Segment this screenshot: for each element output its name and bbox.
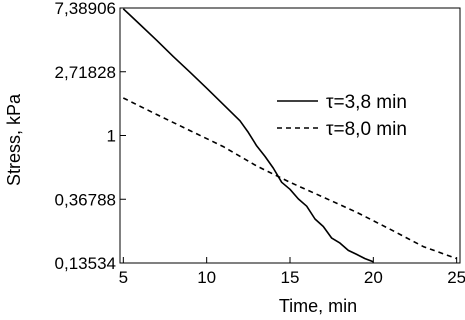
x-tick-label: 10 [197,268,216,287]
x-tick-label: 15 [281,268,300,287]
y-tick-label: 0,36788 [55,190,116,209]
x-tick-label: 5 [119,268,128,287]
legend: τ=3,8 min τ=8,0 min [277,92,407,140]
series-group [122,8,457,263]
x-tick-label: 20 [364,268,383,287]
x-tick-label: 25 [447,268,465,287]
y-tick-label: 0,13534 [55,254,116,273]
y-tick-label: 7,38906 [55,0,116,18]
legend-label-tau-3-8: τ=3,8 min [326,92,407,113]
plot-frame [119,7,461,264]
series-line-tau-8-0 [122,97,457,260]
y-axis: 0,13534 0,36788 1 2,71828 7,38906 [55,0,126,273]
x-axis-title: Time, min [279,296,357,316]
y-tick-label: 1 [107,127,116,146]
x-axis: 5 10 15 20 25 [119,257,465,287]
legend-label-tau-8-0: τ=8,0 min [326,119,407,140]
y-tick-label: 2,71828 [55,63,116,82]
series-line-tau-3-8 [122,8,374,263]
y-axis-title: Stress, kPa [4,93,24,186]
